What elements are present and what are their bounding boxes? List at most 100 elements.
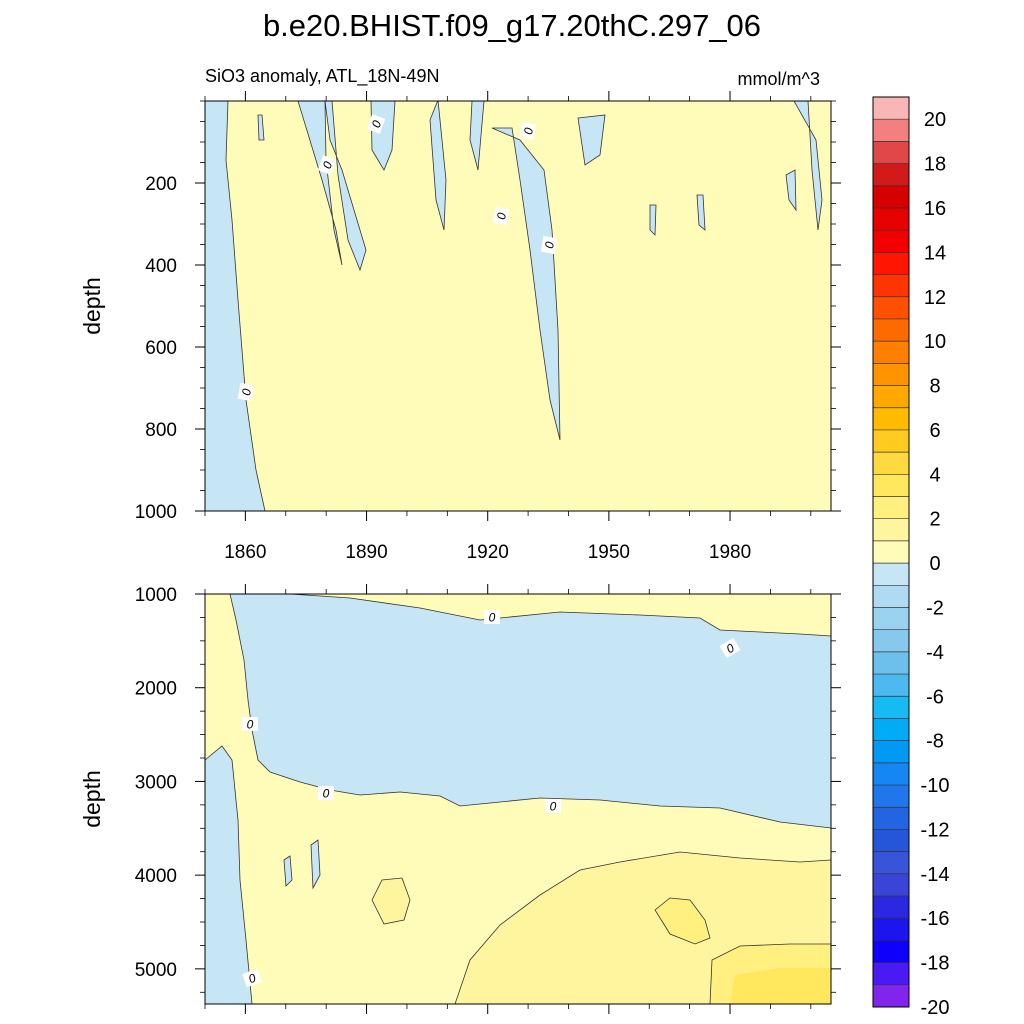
upper-negative-region (429, 101, 447, 231)
colorbar-swatch (873, 829, 909, 853)
y-tick-label: 3000 (135, 772, 177, 793)
lower-positive-region (654, 897, 711, 945)
colorbar-swatch (873, 740, 909, 764)
contour-label-box (484, 610, 500, 624)
colorbar-swatch (873, 318, 909, 342)
y-tick-label: 800 (145, 420, 177, 441)
x-tick-label: 1920 (467, 542, 509, 563)
colorbar-swatch (873, 585, 909, 608)
lower-y-axis-label: depth (79, 770, 105, 828)
colorbar-swatch (873, 940, 909, 964)
contour-label: 0 (519, 121, 537, 141)
colorbar-label: -4 (926, 642, 944, 664)
x-axis: 1860 1890 1920 1950 1980 (224, 542, 751, 563)
colorbar-label: -12 (921, 819, 950, 841)
contour-label-text: 0 (521, 126, 536, 135)
contour-label-box (237, 382, 255, 402)
upper-negative-region (469, 101, 485, 171)
colorbar-swatch (873, 385, 909, 409)
upper-negative-region (491, 127, 561, 441)
x-tick-label: 1950 (588, 542, 630, 563)
contour-label-box (366, 114, 386, 134)
upper-y-axis: 200 400 600 800 1000 (135, 91, 841, 523)
colorbar-label: 4 (929, 464, 940, 486)
contour-label-text: 0 (550, 800, 557, 814)
colorbar-label: 0 (929, 553, 940, 575)
colorbar-label: 2 (929, 509, 940, 531)
y-tick-label: 2000 (135, 679, 177, 700)
colorbar-swatch (873, 540, 909, 564)
colorbar-swatch (873, 496, 909, 520)
colorbar-swatch (873, 651, 909, 675)
upper-negative-region (785, 169, 797, 212)
colorbar-swatch (873, 696, 909, 719)
lower-negative-band (229, 594, 831, 829)
contour-label-text: 0 (247, 971, 258, 987)
colorbar-label: -20 (921, 997, 950, 1019)
colorbar-swatch (873, 230, 909, 253)
colorbar-swatch (873, 807, 909, 830)
chart-title: b.e20.BHIST.f09_g17.20thC.297_06 (263, 8, 761, 43)
upper-negative-band (205, 101, 266, 511)
colorbar-label: 14 (924, 242, 946, 264)
contour-label-text: 0 (489, 611, 496, 625)
colorbar-swatch (873, 207, 909, 231)
lower-negative-region (310, 839, 321, 890)
colorbar-label: 20 (924, 109, 946, 131)
y-tick-label: 200 (145, 174, 177, 195)
colorbar-swatch (873, 785, 909, 808)
upper-contour-labels: 0 0 0 0 0 0 (237, 114, 558, 402)
colorbar-label: 10 (924, 331, 946, 353)
upper-negative-region (577, 114, 606, 166)
lower-panel: 1000 2000 3000 4000 5000 0 0 0 0 0 0 (135, 584, 841, 1014)
contour-label-text: 0 (494, 211, 509, 220)
contour-label: 0 (545, 799, 561, 814)
contour-label-box (519, 121, 537, 141)
colorbar-swatch (873, 962, 909, 986)
colorbar-swatch (873, 563, 909, 586)
lower-y-axis: 1000 2000 3000 4000 5000 (135, 584, 841, 1014)
colorbar-label: 6 (929, 420, 940, 442)
colorbar-label: 16 (924, 198, 946, 220)
contour-label: 0 (719, 637, 741, 659)
lower-negative-region (283, 855, 293, 887)
y-tick-label: 400 (145, 256, 177, 277)
upper-negative-region (257, 114, 265, 141)
upper-negative-region (324, 101, 367, 272)
colorbar-swatch (873, 452, 909, 475)
colorbar-swatch (873, 163, 909, 187)
colorbar-swatch (873, 762, 909, 786)
contour-label-text: 0 (323, 787, 330, 801)
contour-label: 0 (242, 717, 258, 732)
colorbar-swatch (873, 518, 909, 542)
lower-negative-band (205, 745, 253, 1004)
upper-panel: 200 400 600 800 1000 0 0 0 0 0 0 (135, 91, 841, 523)
contour-label: 0 (492, 206, 510, 226)
x-tick-label: 1890 (345, 542, 387, 563)
contour-label-box (242, 717, 258, 731)
colorbar-label: -16 (921, 908, 950, 930)
colorbar: 20181614121086420-2-4-6-8-10-12-14-16-18… (872, 96, 950, 1019)
y-tick-label: 1000 (135, 585, 177, 606)
contour-label: 0 (317, 155, 337, 175)
contour-label: 0 (237, 382, 255, 402)
contour-label-text: 0 (369, 118, 385, 129)
colorbar-label: -6 (926, 686, 944, 708)
colorbar-swatch (873, 429, 909, 453)
y-tick-label: 4000 (135, 866, 177, 887)
contour-label: 0 (242, 968, 262, 988)
colorbar-swatch (873, 873, 909, 897)
colorbar-swatch (873, 296, 909, 320)
contour-label: 0 (484, 610, 500, 625)
contour-label: 0 (366, 114, 386, 134)
colorbar-swatch (873, 341, 909, 364)
lower-panel-frame (204, 593, 832, 1005)
y-tick-label: 5000 (135, 960, 177, 981)
colorbar-swatch (873, 607, 909, 631)
colorbar-swatch (873, 407, 909, 431)
colorbar-swatch (873, 984, 909, 1008)
contour-label: 0 (540, 235, 558, 255)
colorbar-label: 12 (924, 287, 946, 309)
colorbar-label: -10 (921, 775, 950, 797)
